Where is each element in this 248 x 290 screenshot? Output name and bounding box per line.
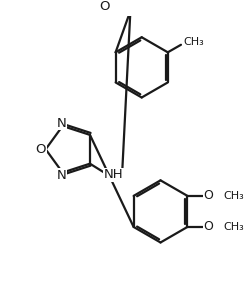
Text: O: O [100, 0, 110, 13]
Text: N: N [57, 117, 66, 130]
Text: CH₃: CH₃ [223, 222, 244, 232]
Text: O: O [36, 143, 46, 156]
Text: CH₃: CH₃ [184, 37, 205, 47]
Text: O: O [203, 189, 213, 202]
Text: N: N [57, 169, 66, 182]
Text: NH: NH [104, 168, 123, 182]
Text: O: O [203, 220, 213, 233]
Text: CH₃: CH₃ [223, 191, 244, 201]
